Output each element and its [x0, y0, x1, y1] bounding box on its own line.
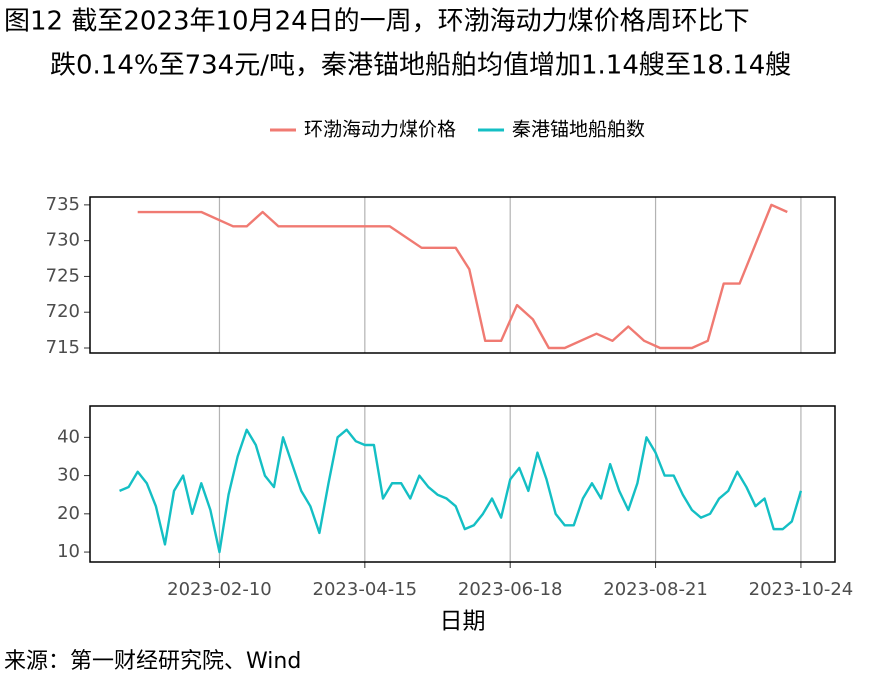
legend-label: 秦港锚地船舶数 — [512, 119, 645, 141]
series-line — [119, 428, 803, 554]
y-tick-label: 735 — [46, 194, 80, 215]
series-line — [137, 203, 788, 350]
y-tick-label: 725 — [46, 265, 80, 286]
x-tick-label: 2023-04-15 — [313, 579, 418, 600]
panel-border — [89, 196, 836, 354]
x-tick-label: 2023-08-21 — [603, 579, 708, 600]
chart-title: 图12 截至2023年10月24日的一周，环渤海动力煤价格周环比下 — [4, 7, 750, 37]
y-tick-label: 10 — [57, 541, 80, 562]
source: 来源：第一财经研究院、Wind — [4, 649, 301, 674]
y-tick-label: 715 — [46, 337, 80, 358]
y-tick-label: 720 — [46, 301, 80, 322]
x-axis-label: 日期 — [440, 609, 486, 635]
y-tick-label: 30 — [57, 465, 80, 486]
x-tick-label: 2023-02-10 — [167, 579, 272, 600]
x-tick-label: 2023-10-24 — [749, 579, 854, 600]
x-tick-label: 2023-06-18 — [458, 579, 563, 600]
chart-title: 跌0.14%至734元/吨，秦港锚地船舶均值增加1.14艘至18.14艘 — [50, 51, 791, 81]
y-tick-label: 40 — [57, 426, 80, 447]
panel-border — [89, 405, 836, 563]
legend-label: 环渤海动力煤价格 — [304, 119, 456, 141]
y-tick-label: 20 — [57, 503, 80, 524]
y-tick-label: 730 — [46, 230, 80, 251]
